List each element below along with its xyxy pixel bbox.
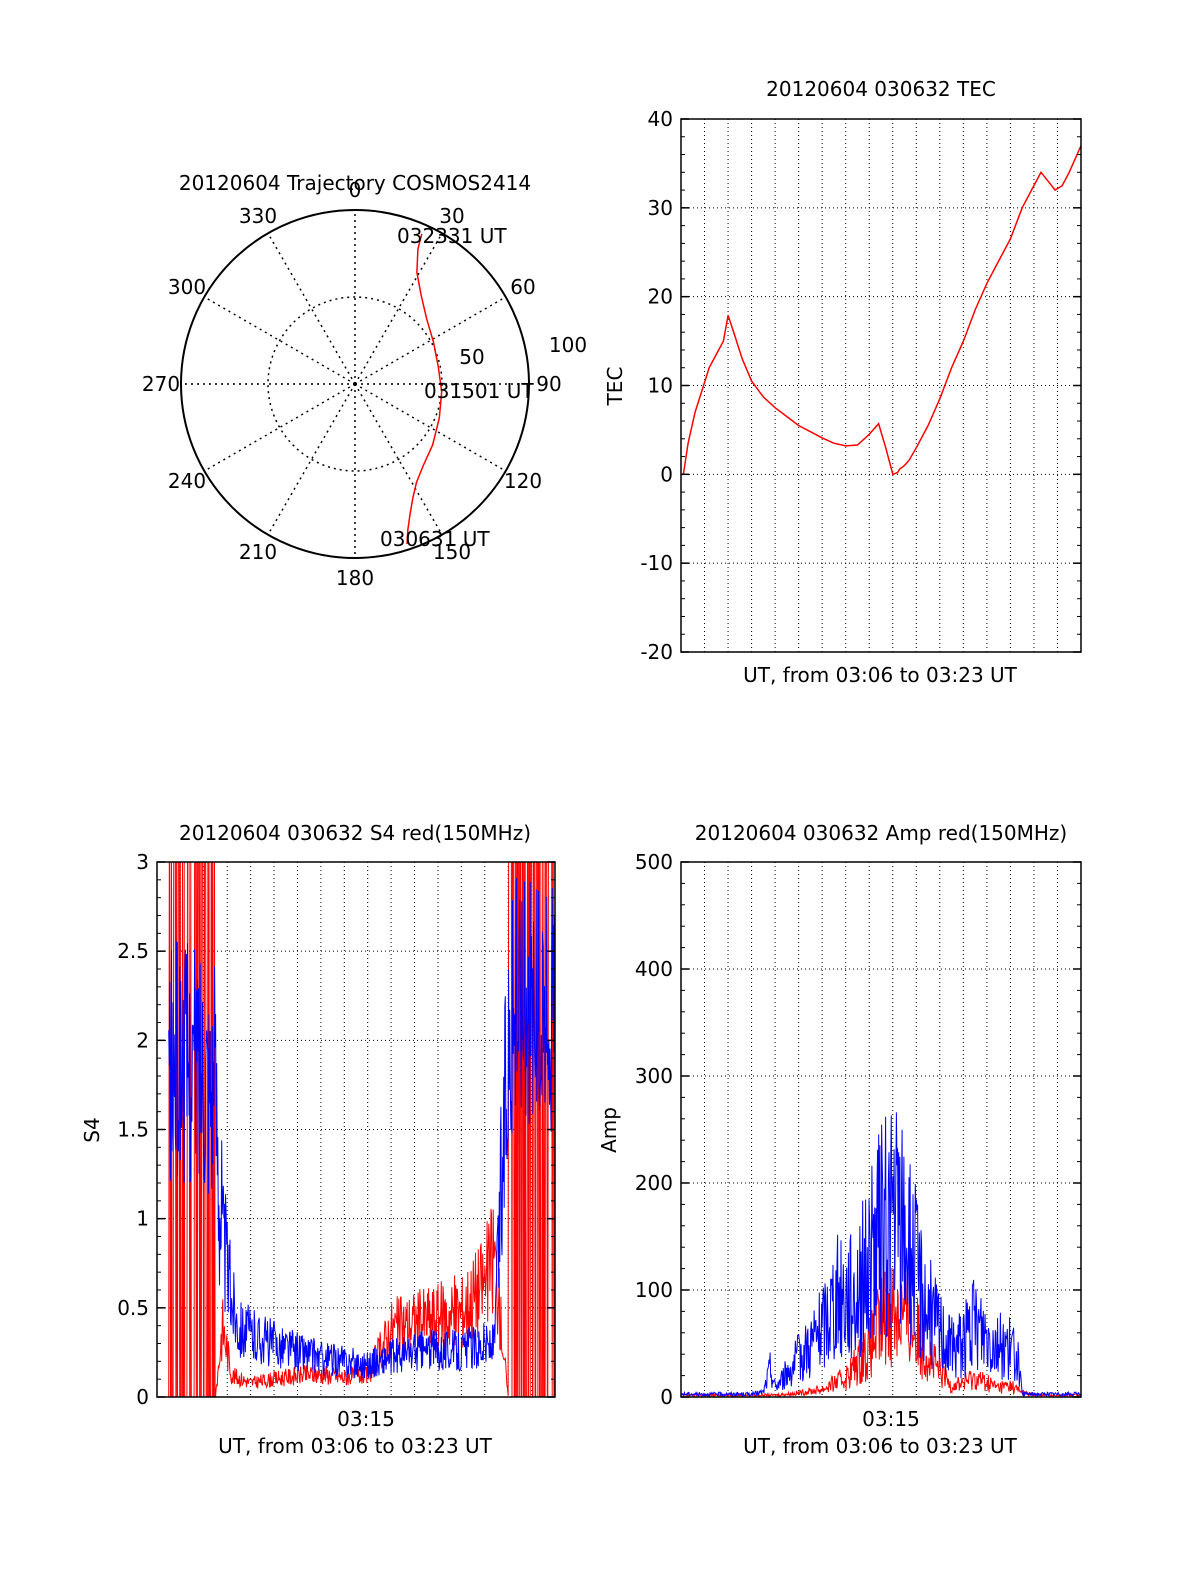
s4-ytick-label: 0 bbox=[136, 1385, 149, 1409]
amp-xlabel: UT, from 03:06 to 03:23 UT bbox=[743, 1434, 1018, 1458]
s4-y-ticks: 0 0.5 1 1.5 2 2.5 3 bbox=[117, 850, 555, 1409]
polar-azimuth-label: 0 bbox=[349, 178, 362, 202]
polar-azimuth-label: 240 bbox=[168, 469, 206, 493]
polar-azimuth-label: 330 bbox=[239, 204, 277, 228]
s4-ytick-label: 3 bbox=[136, 850, 149, 874]
s4-panel: 20120604 030632 S4 red(150MHz) S4 03:15 … bbox=[80, 821, 556, 1458]
s4-xlabel: UT, from 03:06 to 03:23 UT bbox=[218, 1434, 493, 1458]
polar-spoke bbox=[354, 383, 443, 536]
tec-series bbox=[682, 145, 1082, 476]
amp-ytick-label: 0 bbox=[660, 1385, 673, 1409]
polar-spoke bbox=[267, 383, 356, 536]
polar-azimuth-label: 270 bbox=[142, 372, 180, 396]
amp-xtick-label: 03:15 bbox=[862, 1407, 920, 1431]
tec-ytick-label: 0 bbox=[660, 462, 673, 486]
s4-ytick-label: 1.5 bbox=[117, 1118, 149, 1142]
tec-grid bbox=[681, 119, 1081, 652]
amp-ytick-label: 500 bbox=[635, 850, 673, 874]
polar-azimuth-label: 210 bbox=[239, 540, 277, 564]
amp-ytick-label: 400 bbox=[635, 957, 673, 981]
tec-ytick-label: -10 bbox=[640, 551, 673, 575]
polar-radial-label-50: 50 bbox=[459, 345, 484, 369]
tec-series-line bbox=[682, 145, 1082, 476]
amp-series-line bbox=[680, 1112, 1082, 1398]
s4-ytick-label: 0.5 bbox=[117, 1296, 149, 1320]
polar-azimuth-label: 300 bbox=[168, 275, 206, 299]
tec-ytick-label: 10 bbox=[648, 374, 673, 398]
s4-series bbox=[168, 861, 556, 1399]
amp-series bbox=[680, 1112, 1082, 1399]
polar-spoke bbox=[354, 296, 507, 385]
tec-ytick-label: 20 bbox=[648, 285, 673, 309]
amp-ytick-label: 200 bbox=[635, 1171, 673, 1195]
polar-inner-circle bbox=[267, 296, 443, 472]
tec-ylabel: TEC bbox=[603, 367, 627, 407]
amp-ytick-label: 300 bbox=[635, 1064, 673, 1088]
polar-spoke bbox=[203, 296, 356, 385]
polar-azimuth-label: 180 bbox=[336, 566, 374, 590]
polar-azimuth-label: 120 bbox=[504, 469, 542, 493]
amp-series-line bbox=[680, 1267, 1082, 1399]
polar-annotation-start: 030631 UT bbox=[380, 527, 490, 551]
amp-panel: 20120604 030632 Amp red(150MHz) Amp 03:1… bbox=[597, 821, 1082, 1458]
polar-trajectory bbox=[406, 233, 443, 545]
polar-radial-label-100: 100 bbox=[549, 333, 587, 357]
tec-ytick-label: -20 bbox=[640, 640, 673, 664]
s4-series-line bbox=[168, 861, 556, 1399]
tec-xlabel: UT, from 03:06 to 03:23 UT bbox=[743, 663, 1018, 687]
tec-title: 20120604 030632 TEC bbox=[766, 77, 996, 101]
polar-spoke bbox=[267, 232, 356, 385]
s4-ytick-label: 1 bbox=[136, 1207, 149, 1231]
polar-azimuth-label: 90 bbox=[536, 372, 561, 396]
polar-azimuth-label: 60 bbox=[510, 275, 535, 299]
amp-title: 20120604 030632 Amp red(150MHz) bbox=[695, 821, 1067, 845]
amp-frame bbox=[680, 861, 1082, 1398]
s4-ytick-label: 2 bbox=[136, 1028, 149, 1052]
tec-panel: 20120604 030632 TEC TEC UT, from 03:06 t… bbox=[603, 77, 1082, 687]
tec-y-ticks: 40 30 20 10 0 -10 -20 bbox=[640, 107, 1081, 664]
tec-ytick-label: 40 bbox=[648, 107, 673, 131]
polar-spoke bbox=[354, 383, 507, 472]
polar-azimuth-label: 30 bbox=[439, 204, 464, 228]
amp-ylabel: Amp bbox=[597, 1107, 621, 1153]
polar-spoke bbox=[203, 383, 356, 472]
amp-y-ticks: 0 100 200 300 400 500 bbox=[635, 850, 1081, 1409]
polar-azimuth-labels: 0 30 60 90 120 150 180 210 240 270 300 330 bbox=[142, 178, 562, 590]
polar-outer-circle bbox=[180, 209, 530, 559]
amp-ytick-label: 100 bbox=[635, 1278, 673, 1302]
s4-xtick-label: 03:15 bbox=[337, 1407, 395, 1431]
polar-azimuth-label: 150 bbox=[433, 540, 471, 564]
s4-ylabel: S4 bbox=[80, 1117, 104, 1142]
s4-ytick-label: 2.5 bbox=[117, 939, 149, 963]
polar-spoke bbox=[354, 232, 443, 385]
polar-title: 20120604 Trajectory COSMOS2414 bbox=[179, 171, 531, 195]
polar-annotation-mid: 031501 UT bbox=[424, 379, 534, 403]
polar-annotation-end: 032331 UT bbox=[397, 224, 507, 248]
tec-ytick-label: 30 bbox=[648, 196, 673, 220]
polar-panel: 20120604 Trajectory COSMOS2414 0 30 60 90 12… bbox=[142, 171, 587, 590]
s4-series-line bbox=[168, 878, 556, 1379]
s4-title: 20120604 030632 S4 red(150MHz) bbox=[179, 821, 531, 845]
polar-spokes bbox=[181, 210, 529, 558]
